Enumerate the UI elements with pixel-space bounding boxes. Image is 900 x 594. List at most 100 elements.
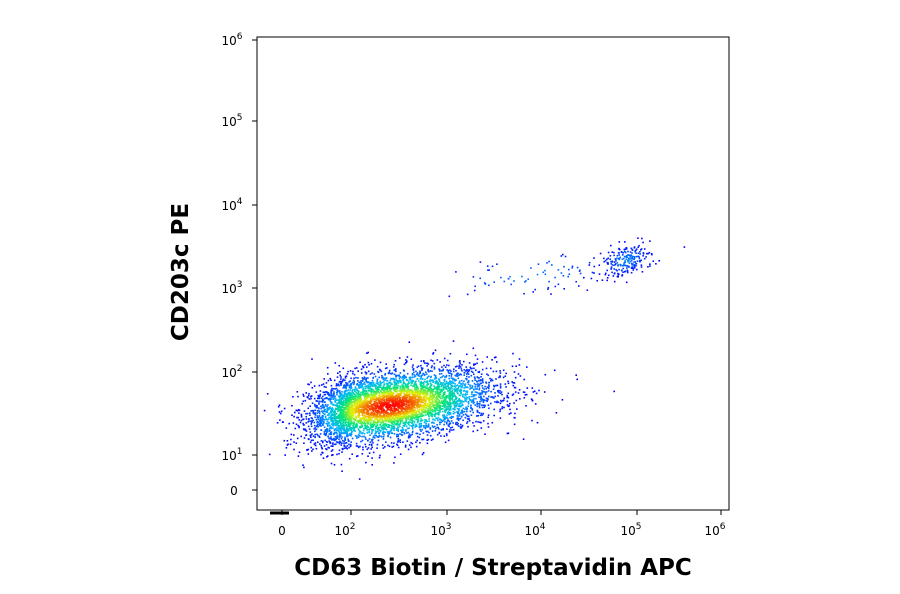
event-point — [406, 372, 409, 375]
event-point — [461, 370, 463, 372]
event-point — [425, 398, 428, 400]
event-point — [344, 401, 346, 404]
event-point — [372, 384, 374, 386]
event-point — [385, 425, 388, 427]
event-point — [455, 423, 457, 425]
event-point — [360, 372, 363, 374]
event-point — [373, 391, 376, 394]
event-point — [457, 392, 459, 395]
event-point — [402, 411, 405, 414]
event-point — [352, 417, 355, 419]
event-point — [486, 400, 488, 402]
event-point — [360, 432, 362, 434]
event-point — [391, 422, 393, 424]
event-point — [449, 392, 452, 394]
event-point — [323, 426, 326, 428]
event-point — [347, 430, 349, 432]
event-point — [392, 391, 394, 394]
event-point — [389, 372, 391, 375]
event-point — [321, 399, 324, 402]
event-point — [405, 425, 408, 428]
event-point — [324, 434, 327, 437]
event-point — [499, 385, 502, 387]
event-point — [324, 439, 326, 442]
event-point — [506, 396, 508, 399]
event-point — [443, 399, 445, 401]
event-point — [395, 386, 397, 389]
event-point — [311, 421, 313, 423]
event-point — [369, 397, 372, 400]
event-point — [343, 407, 345, 409]
event-point — [390, 421, 392, 424]
event-point — [309, 434, 312, 437]
event-point — [432, 353, 434, 355]
event-point — [476, 362, 478, 365]
event-point — [319, 433, 322, 435]
event-point — [420, 404, 422, 407]
event-point — [454, 374, 457, 377]
event-point — [355, 408, 358, 410]
event-point — [330, 391, 332, 394]
event-point — [266, 393, 269, 395]
event-point — [437, 396, 440, 398]
event-point — [444, 376, 446, 378]
event-point — [441, 397, 443, 400]
event-point — [350, 432, 353, 434]
event-point — [445, 408, 448, 411]
event-point — [344, 386, 346, 389]
event-point — [345, 386, 347, 388]
event-point — [479, 393, 482, 396]
event-point — [393, 380, 396, 382]
event-point — [327, 413, 330, 415]
event-point — [381, 388, 383, 390]
event-point — [393, 388, 395, 391]
event-point — [377, 382, 379, 384]
event-point — [376, 419, 379, 422]
event-point — [378, 385, 380, 387]
event-point — [392, 377, 395, 380]
event-point — [424, 373, 426, 376]
event-point — [443, 378, 446, 381]
event-point — [351, 414, 353, 416]
event-point — [358, 413, 360, 415]
event-point — [497, 390, 499, 392]
event-point — [428, 420, 430, 422]
event-point — [407, 405, 410, 407]
event-point — [435, 400, 437, 402]
event-point — [367, 370, 370, 373]
event-point — [422, 396, 425, 398]
event-point — [382, 438, 385, 440]
event-point — [494, 395, 496, 398]
event-point — [376, 378, 379, 381]
event-point — [416, 366, 419, 369]
event-point — [362, 446, 364, 449]
event-point — [469, 410, 472, 413]
event-point — [439, 404, 442, 407]
event-point — [461, 364, 463, 366]
event-point — [454, 403, 456, 405]
event-point — [436, 409, 438, 411]
event-point — [395, 416, 397, 419]
event-point — [374, 390, 377, 393]
event-point — [447, 389, 449, 392]
event-point — [316, 420, 319, 423]
event-point — [405, 407, 408, 410]
event-point — [293, 415, 295, 418]
event-point — [463, 396, 466, 399]
event-point — [398, 389, 400, 392]
event-point — [438, 388, 440, 391]
event-point — [429, 386, 432, 389]
event-point — [315, 418, 318, 421]
event-point — [458, 380, 461, 383]
event-point — [456, 403, 458, 405]
event-point — [292, 396, 294, 398]
event-point — [386, 403, 389, 405]
event-point — [431, 403, 433, 405]
event-point — [499, 376, 501, 378]
event-point — [434, 390, 437, 393]
event-point — [380, 422, 382, 424]
event-point — [430, 395, 432, 397]
event-point — [372, 395, 374, 398]
event-point — [329, 442, 332, 444]
event-point — [472, 394, 475, 396]
